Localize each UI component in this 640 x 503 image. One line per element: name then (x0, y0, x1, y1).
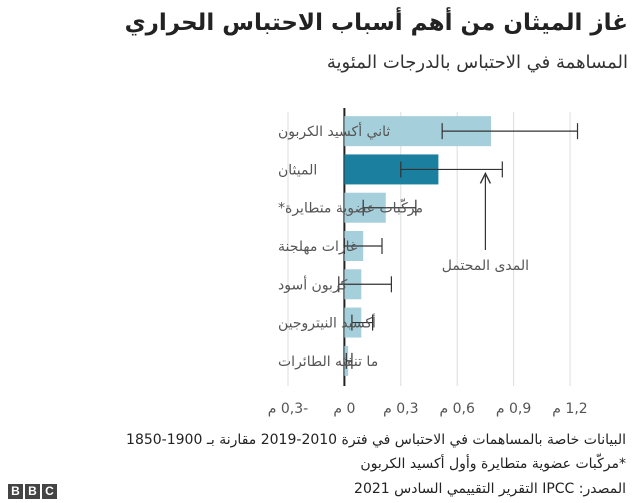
tick-labels: -0,3 م 0 م 0,3 م 0,6 م 0,9 م 1,2 م (268, 401, 588, 417)
category-label: أكسيد النيتروجين (278, 314, 376, 332)
tick-label: 0,9 م (496, 401, 531, 417)
tick-label: 0,3 م (383, 401, 418, 417)
annotation-arrow-head (479, 171, 492, 184)
category-label: كربون أسود (278, 275, 348, 293)
bars (344, 116, 492, 376)
bar-chart: ثاني أكسيد الكربون الميثان مركّبات عضوية م… (268, 108, 588, 417)
footnote-voc: *مركّبات عضوية متطايرة وأول أكسيد الكربو… (360, 456, 626, 472)
category-label: غازات مهلجنة (278, 239, 357, 255)
category-label: الميثان (278, 162, 317, 178)
category-label: مركّبات عضوية متطايرة* (278, 198, 423, 216)
footnote-period: البيانات خاصة بالمساهمات في الاحتباس في … (126, 432, 626, 448)
chart-subtitle: المساهمة في الاحتباس بالدرجات المئوية (326, 52, 628, 73)
category-label: ما تنفثه الطائرات (278, 354, 378, 370)
error-bars (338, 123, 579, 369)
tick-label: 1,2 م (552, 401, 587, 417)
source-text: المصدر: IPCC التقرير التقييمي السادس 202… (354, 481, 626, 497)
bbc-logo-b2: B (25, 484, 40, 499)
tick-label: 0 م (333, 401, 355, 417)
tick-label: 0,6 م (440, 401, 475, 417)
chart-title: غاز الميثان من أهم أسباب الاحتباس الحرار… (124, 10, 628, 36)
annotation-label: المدى المحتمل (442, 258, 529, 274)
annotation: المدى المحتمل (442, 171, 529, 274)
bbc-logo-c: C (42, 484, 57, 499)
tick-label: -0,3 م (268, 401, 308, 417)
bbc-logo-b1: B (8, 484, 23, 499)
category-labels: ثاني أكسيد الكربون الميثان مركّبات عضوية م… (278, 122, 423, 370)
category-label: ثاني أكسيد الكربون (278, 122, 390, 140)
